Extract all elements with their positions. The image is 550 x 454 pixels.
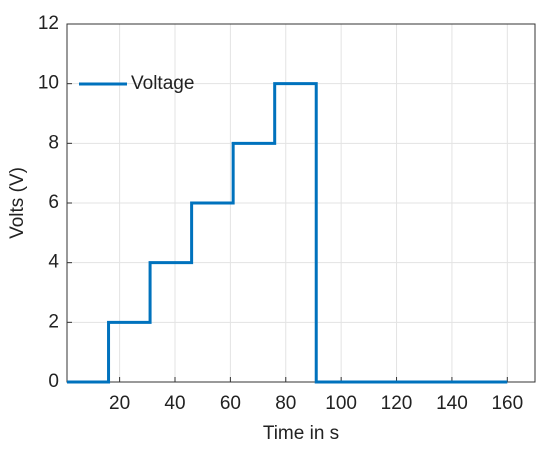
x-tick-label: 80	[275, 393, 296, 414]
x-tick-label: 60	[220, 393, 241, 414]
y-tick-label: 4	[48, 252, 59, 273]
x-tick-label: 20	[109, 393, 130, 414]
x-axis-label: Time in s	[263, 423, 339, 444]
y-tick-label: 8	[48, 132, 59, 153]
x-tick-label: 40	[164, 393, 185, 414]
y-tick-label: 6	[48, 192, 59, 213]
x-tick-label: 120	[381, 393, 413, 414]
y-tick-label: 12	[38, 13, 59, 34]
legend-label: Voltage	[131, 73, 194, 94]
x-tick-label: 160	[491, 393, 523, 414]
axes-box	[66, 23, 536, 383]
y-tick-label: 10	[38, 73, 59, 94]
data-line	[67, 82, 508, 384]
y-tick-label: 2	[48, 311, 59, 332]
x-tick-label: 100	[325, 393, 357, 414]
y-axis-label: Volts (V)	[7, 167, 28, 239]
x-tick-label: 140	[436, 393, 468, 414]
y-tick-label: 0	[48, 371, 59, 392]
